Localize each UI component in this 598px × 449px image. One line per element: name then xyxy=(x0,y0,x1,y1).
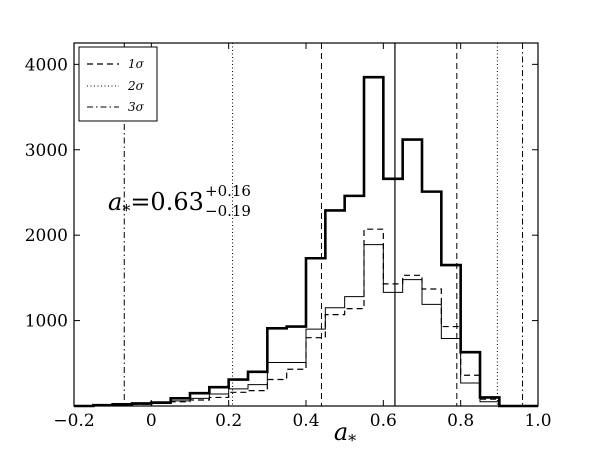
x-axis-label-var: a xyxy=(334,418,348,446)
annotation-sub: * xyxy=(122,201,130,220)
axis-ticks: −0.2 0 0.2 0.4 0.6 0.8 1.0 1000 2000 3000 4000 xyxy=(25,43,552,431)
annotation-sup: +0.16 xyxy=(205,182,251,200)
annotation-value: a*=0.63 +0.16 −0.19 xyxy=(108,182,251,220)
annotation-lower: −0.19 xyxy=(205,202,251,220)
y-tick-label: 4000 xyxy=(25,55,68,75)
sigma-lines xyxy=(123,43,524,406)
histogram-series-thin-solid xyxy=(74,244,538,407)
annotation-var: a xyxy=(108,188,122,216)
histogram-series xyxy=(74,75,538,408)
x-axis-label-sub: * xyxy=(348,431,356,449)
svg-text:a*: a* xyxy=(334,418,356,449)
legend: 1σ 2σ 3σ xyxy=(78,46,158,122)
svg-text:a*=0.63: a*=0.63 xyxy=(108,188,204,220)
legend-label-2sigma: 2σ xyxy=(127,79,145,93)
x-tick-label: 0.8 xyxy=(447,411,474,431)
y-tick-label: 1000 xyxy=(25,312,68,332)
annotation-eq: =0.63 xyxy=(130,188,204,216)
y-tick-label: 2000 xyxy=(25,226,68,246)
x-tick-label: 0.4 xyxy=(292,411,319,431)
legend-label-3sigma: 3σ xyxy=(128,100,145,114)
x-axis-label: a* xyxy=(334,418,356,449)
x-tick-label: 0.6 xyxy=(370,411,397,431)
histogram-series-dashed xyxy=(74,228,538,407)
legend-box xyxy=(78,46,158,122)
x-tick-label: 1.0 xyxy=(524,411,551,431)
x-tick-label: 0.2 xyxy=(215,411,242,431)
y-tick-label: 3000 xyxy=(25,141,68,161)
x-tick-label: −0.2 xyxy=(53,411,94,431)
x-tick-label: 0 xyxy=(146,411,157,431)
legend-label-1sigma: 1σ xyxy=(128,57,145,71)
